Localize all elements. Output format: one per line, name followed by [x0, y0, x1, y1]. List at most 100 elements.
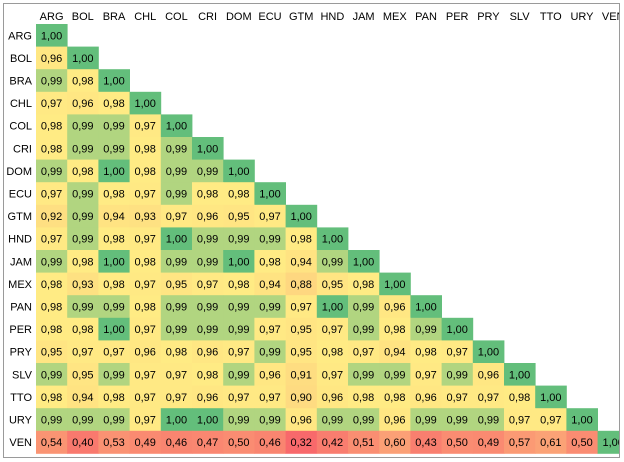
heatmap-cell	[67, 114, 99, 138]
heatmap-cell	[192, 137, 224, 160]
heatmap-cell	[129, 204, 162, 228]
heatmap-cell	[160, 250, 193, 273]
column-label: BRA	[103, 11, 126, 23]
heatmap-cell	[254, 272, 286, 296]
heatmap-frame: ARG BOL BRA CHL COL CRI DOM ECU GTM HND JAM MEX PAN P…	[3, 3, 620, 458]
cell-value-label: 1,00	[509, 369, 530, 381]
cell-value-label: 0,96	[415, 392, 436, 404]
heatmap-cell	[67, 317, 99, 341]
heatmap-cell	[98, 340, 130, 364]
cell-value-label: 0,42	[322, 437, 343, 449]
heatmap-cell	[129, 227, 162, 251]
cell-value-label: 1,00	[103, 324, 124, 336]
cell-value-label: 0,98	[134, 143, 155, 155]
cell-value-label: 0,94	[103, 211, 124, 223]
cell-value-label: 0,97	[134, 121, 155, 133]
heatmap-cell	[129, 340, 162, 364]
cell-value-label: 0,99	[41, 166, 62, 178]
cell-value-label: 0,98	[41, 392, 62, 404]
heatmap-cell	[36, 363, 68, 386]
heatmap-cell	[160, 182, 193, 206]
column-label: PER	[446, 11, 469, 23]
heatmap-cell	[566, 408, 598, 432]
heatmap-cell	[160, 295, 193, 319]
heatmap-cell	[316, 340, 349, 364]
heatmap-cell	[504, 430, 536, 454]
heatmap-cell	[285, 385, 318, 409]
cell-value-label: 0,99	[72, 302, 93, 314]
heatmap-cell	[192, 385, 224, 409]
cell-value-label: 1,00	[415, 302, 436, 314]
heatmap-cell	[316, 430, 349, 454]
cell-value-label: 0,99	[166, 143, 187, 155]
heatmap-cell	[504, 385, 536, 409]
heatmap-cell	[36, 46, 68, 70]
heatmap-cell	[410, 363, 442, 386]
heatmap-cell	[223, 272, 255, 296]
cell-value-label: 0,90	[290, 392, 311, 404]
row-label: VEN	[9, 437, 32, 449]
cell-value-label: 0,98	[290, 234, 311, 246]
cell-value-label: 0,97	[41, 98, 62, 110]
heatmap-cell	[441, 408, 474, 432]
cell-value-label: 0,99	[72, 415, 93, 427]
heatmap-cell	[160, 137, 193, 160]
cell-value-label: 0,97	[259, 324, 280, 336]
cell-value-label: 0,97	[134, 189, 155, 201]
cell-value-label: 0,98	[72, 256, 93, 268]
cell-value-label: 0,98	[134, 256, 155, 268]
cell-value-label: 0,99	[353, 302, 374, 314]
cell-value-label: 0,97	[166, 211, 187, 223]
heatmap-cell	[379, 385, 411, 409]
cell-value-label: 0,98	[197, 369, 218, 381]
heatmap-cell	[36, 408, 68, 432]
cell-value-label: 0,99	[72, 189, 93, 201]
heatmap-cell	[98, 227, 130, 251]
cell-value-label: 0,97	[134, 234, 155, 246]
cell-value-label: 0,96	[384, 415, 405, 427]
heatmap-cell	[379, 340, 411, 364]
heatmap-cell	[36, 204, 68, 228]
heatmap-cell	[67, 204, 99, 228]
heatmap-cell	[192, 204, 224, 228]
heatmap-cell	[254, 340, 286, 364]
heatmap-cell	[316, 385, 349, 409]
heatmap-cell	[192, 430, 224, 454]
heatmap-cell	[316, 363, 349, 386]
cell-value-label: 0,99	[72, 143, 93, 155]
cell-value-label: 1,00	[103, 76, 124, 88]
cell-value-label: 0,99	[415, 324, 436, 336]
cell-value-label: 0,99	[384, 369, 405, 381]
cell-value-label: 0,97	[41, 234, 62, 246]
cell-value-label: 0,97	[322, 324, 343, 336]
heatmap-cell	[67, 182, 99, 206]
heatmap-cell	[98, 317, 130, 341]
row-label: JAM	[10, 256, 32, 268]
heatmap-cell	[254, 317, 286, 341]
cell-value-label: 0,99	[41, 415, 62, 427]
column-label: PAN	[415, 11, 437, 23]
cell-value-label: 0,97	[446, 347, 467, 359]
cell-value-label: 0,99	[72, 121, 93, 133]
heatmap-cell	[285, 340, 318, 364]
heatmap-cell	[98, 250, 130, 273]
heatmap-cell	[597, 430, 619, 454]
column-label: URY	[570, 11, 594, 23]
cell-value-label: 0,92	[41, 211, 62, 223]
cell-value-label: 0,98	[415, 347, 436, 359]
cell-value-label: 0,99	[228, 234, 249, 246]
heatmap-cell	[223, 227, 255, 251]
heatmap-cell	[192, 250, 224, 273]
cell-value-label: 1,00	[290, 211, 311, 223]
heatmap-cell	[98, 385, 130, 409]
heatmap-cell	[223, 430, 255, 454]
heatmap-cell	[192, 317, 224, 341]
cell-value-label: 0,40	[72, 437, 93, 449]
heatmap-cell	[254, 408, 286, 432]
cell-value-label: 1,00	[228, 256, 249, 268]
cell-value-label: 0,98	[72, 324, 93, 336]
heatmap-cell	[36, 91, 68, 115]
heatmap-cell	[36, 272, 68, 296]
cell-value-label: 0,98	[41, 302, 62, 314]
cell-value-label: 0,96	[384, 302, 405, 314]
